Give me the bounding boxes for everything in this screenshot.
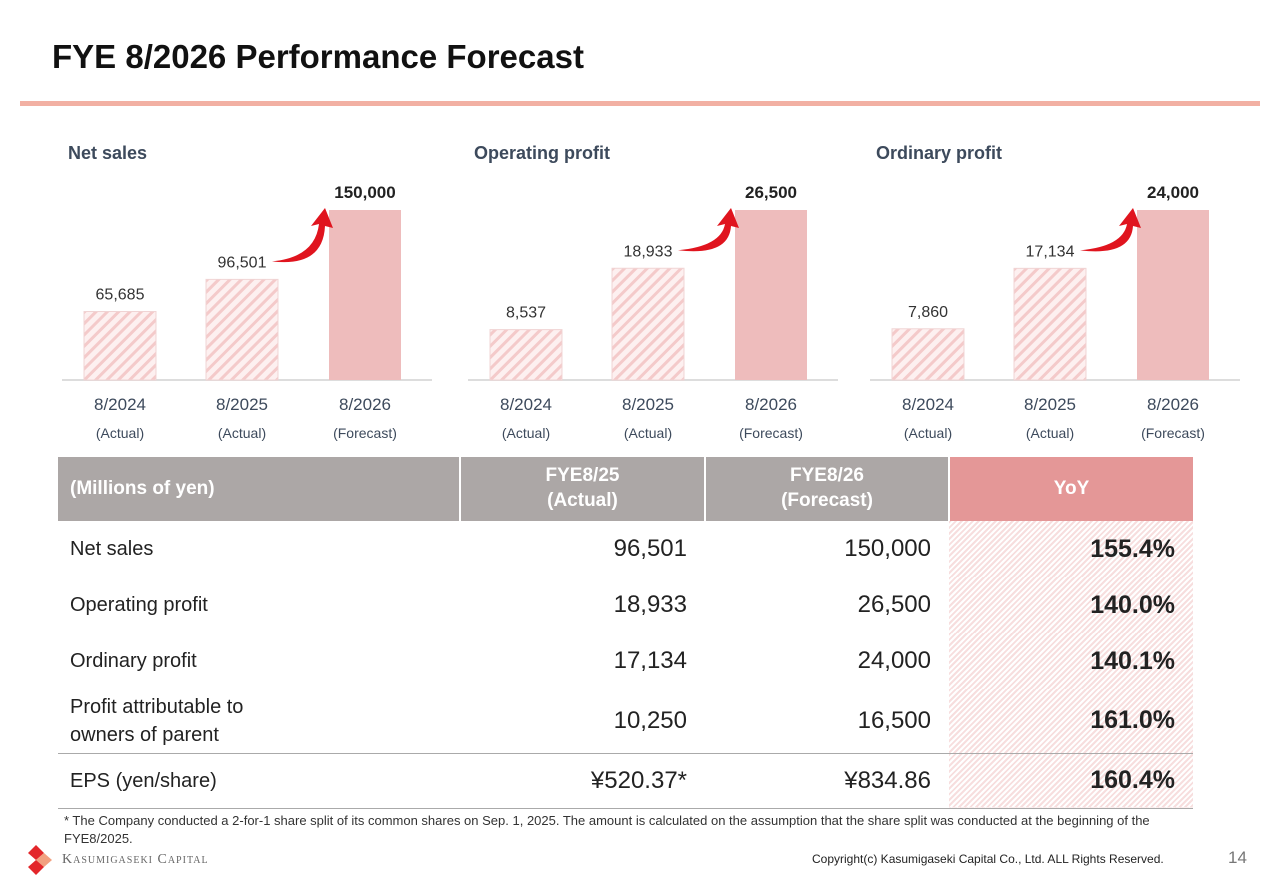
value-yoy: 155.4% [949,521,1193,577]
value-yoy: 161.0% [949,689,1193,753]
x-sublabel: (Actual) [1026,425,1074,441]
value-fye26: 150,000 [844,535,931,562]
chart-title: Operating profit [474,143,610,163]
value-fye26: 16,500 [857,706,931,734]
x-tick-label: 8/2026 [745,395,797,414]
header-fye26: FYE8/26 (Forecast) [705,457,950,521]
page-number: 14 [1228,848,1247,867]
bar [83,311,157,381]
page-title: FYE 8/2026 Performance Forecast [52,38,584,75]
table-row: Net sales 96,501 150,000 155.4% [58,521,1193,577]
data-label: 24,000 [1147,183,1199,202]
table-header: (Millions of yen) FYE8/25 (Actual) FYE8/… [58,457,1193,521]
table-row: Profit attributable to owners of parent 1… [58,689,1193,753]
company-logo-text: Kasumigaseki Capital [62,852,209,867]
x-sublabel: (Forecast) [333,425,397,441]
value-fye25: 17,134 [613,647,687,674]
value-fye26: 26,500 [857,591,931,618]
value-fye25: 96,501 [613,535,687,562]
x-tick-label: 8/2025 [216,395,268,414]
copyright: Copyright(c) Kasumigaseki Capital Co., L… [812,852,1164,866]
table-row: Ordinary profit 17,134 24,000 140.1% [58,633,1193,689]
data-label: 7,860 [908,304,948,321]
growth-arrow-icon [678,208,739,252]
x-tick-label: 8/2024 [94,395,146,414]
data-label: 65,685 [96,287,145,304]
value-fye25: ¥520.37* [460,752,705,809]
header-unit: (Millions of yen) [58,457,461,521]
data-label: 150,000 [334,183,395,202]
x-sublabel: (Actual) [502,425,550,441]
data-label: 96,501 [218,254,267,271]
value-yoy: 140.0% [949,577,1193,633]
bar [891,328,965,381]
data-label: 17,134 [1026,243,1075,260]
x-sublabel: (Actual) [218,425,266,441]
bar [329,210,401,380]
chart-operating-profit: Operating profit 8,537 8/2024 (Actual) 18,93… [468,140,848,445]
data-label: 8,537 [506,305,546,322]
forecast-table: (Millions of yen) FYE8/25 (Actual) FYE8/… [58,457,1193,809]
table-row: Operating profit 18,933 26,500 140.0% [58,577,1193,633]
x-tick-label: 8/2025 [622,395,674,414]
chart-title: Net sales [68,143,148,163]
row-label: Net sales [70,538,154,560]
x-tick-label: 8/2025 [1024,395,1076,414]
data-label: 26,500 [745,183,797,202]
x-sublabel: (Actual) [96,425,144,441]
x-tick-label: 8/2024 [500,395,552,414]
x-sublabel: (Actual) [624,425,672,441]
x-tick-label: 8/2026 [339,395,391,414]
row-label: EPS (yen/share) [58,752,460,809]
title-divider [20,101,1260,106]
footnote: * The Company conducted a 2-for-1 share … [64,813,1150,847]
bar [735,210,807,380]
table-row: EPS (yen/share) ¥520.37* ¥834.86 160.4% [58,752,1193,809]
growth-arrow-icon [1080,208,1141,252]
x-tick-label: 8/2026 [1147,395,1199,414]
x-tick-label: 8/2024 [902,395,954,414]
row-label: Operating profit [70,594,208,616]
bar [489,329,563,381]
chart-title: Ordinary profit [876,143,1003,163]
bar [205,278,279,381]
value-yoy: 140.1% [949,633,1193,689]
growth-arrow-icon [272,208,333,263]
bar [611,267,685,381]
header-fye25: FYE8/25 (Actual) [460,457,706,521]
chart-ordinary-profit: Ordinary profit 7,860 8/2024 (Actual) 17,134… [870,140,1250,445]
value-yoy: 160.4% [949,752,1193,809]
header-yoy: YoY [949,457,1193,521]
value-fye26: 24,000 [857,647,931,674]
chart-net-sales: Net sales 65,685 8/2024 (Actual) 96,501 8/202… [62,140,442,445]
company-logo-icon [28,845,52,875]
x-sublabel: (Forecast) [739,425,803,441]
row-label: Ordinary profit [70,650,197,672]
x-sublabel: (Actual) [904,425,952,441]
x-sublabel: (Forecast) [1141,425,1205,441]
value-fye25: 18,933 [613,591,687,618]
value-fye25: 10,250 [613,706,687,734]
data-label: 18,933 [624,243,673,260]
bar [1013,267,1087,381]
value-fye26: ¥834.86 [705,752,949,809]
bar [1137,210,1209,380]
row-label: Profit attributable to owners of parent [70,695,244,746]
